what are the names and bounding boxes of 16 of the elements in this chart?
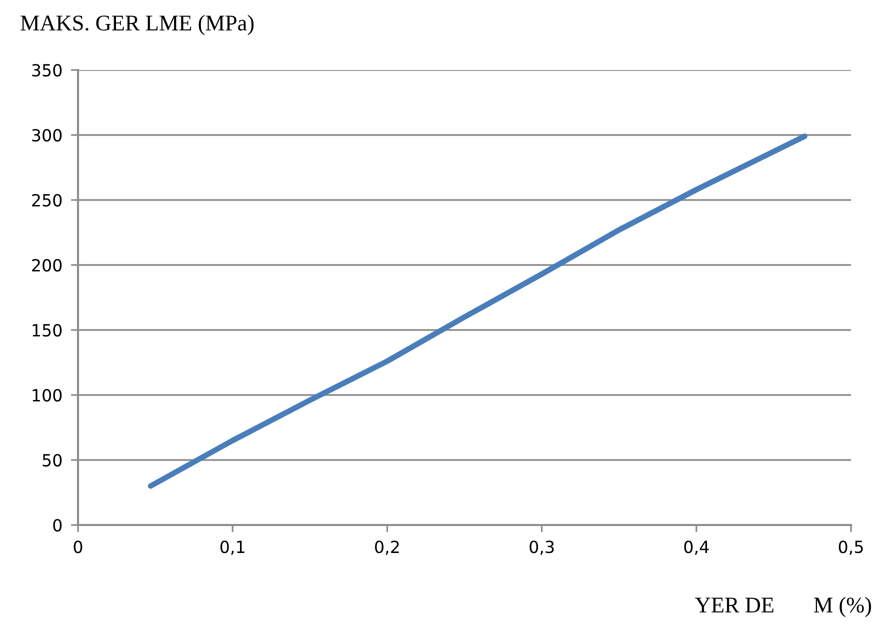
y-tick-label: 150 <box>32 324 62 337</box>
y-tick-label: 100 <box>32 388 62 402</box>
x-axis-title: YER DE M (%) <box>695 596 872 618</box>
x-tick-label: 0,4 <box>684 540 709 555</box>
x-tick-label: 0,5 <box>838 540 863 555</box>
y-tick-label: 50 <box>42 454 62 467</box>
y-axis-title: MAKS. GER LME (MPa) <box>20 14 254 36</box>
y-tick-label: 0 <box>53 518 62 532</box>
x-tick-label: 0 <box>74 540 82 554</box>
y-tick-label: 250 <box>32 194 62 207</box>
x-tick-label: 0,1 <box>220 540 244 555</box>
x-tick-label: 0,2 <box>375 540 399 555</box>
y-tick-label: 300 <box>32 128 62 142</box>
y-tick-label: 200 <box>32 258 62 272</box>
y-tick-label: 350 <box>32 64 62 77</box>
x-tick-label: 0,3 <box>530 540 554 555</box>
